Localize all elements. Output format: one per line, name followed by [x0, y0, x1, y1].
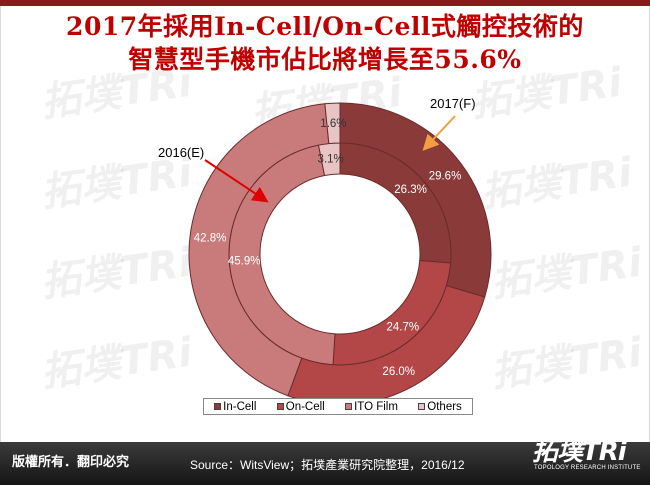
tri-logo: 拓墣TRi TOPOLOGY RESEARCH INSTITUTE [532, 431, 642, 483]
title-line-2: 智慧型手機市佔比將增長至55.6% [128, 45, 522, 74]
donut-slice-outer-others [324, 102, 341, 145]
chart-legend: In-Cell On-Cell ITO Film Others [203, 398, 473, 415]
legend-label: ITO Film [354, 400, 398, 413]
legend-item-ito-film: ITO Film [345, 401, 398, 413]
data-label-inner: 24.7% [386, 322, 419, 334]
legend-item-on-cell: On-Cell [276, 400, 325, 413]
title-line-1: 2017年採用In-Cell/On-Cell式觸控技術的 [66, 12, 584, 41]
annotation-arrow-2016 [204, 159, 269, 203]
legend-label: Others [427, 400, 462, 413]
legend-swatch [276, 403, 284, 410]
annotation-2016: 2016(E) [158, 145, 204, 160]
data-label-inner: 26.3% [394, 184, 427, 196]
donut-slice-outer-ito-film [188, 103, 330, 397]
data-label-outer: 26.0% [382, 366, 415, 378]
data-label-outer: 29.6% [429, 171, 462, 183]
legend-swatch [345, 403, 353, 410]
legend-label: In-Cell [223, 400, 257, 413]
data-label-outer: 42.8% [194, 233, 227, 245]
copyright-notice: 版權所有．翻印必究 [12, 455, 130, 470]
data-label-inner: 3.1% [318, 153, 344, 165]
legend-item-in-cell: In-Cell [214, 401, 256, 413]
legend-label: On-Cell [285, 400, 325, 413]
legend-item-others: Others [418, 401, 462, 413]
top-accent-bar [0, 0, 650, 6]
logo-tagline: TOPOLOGY RESEARCH INSTITUTE [534, 465, 641, 471]
logo-wordmark: 拓墣TRi [532, 437, 627, 467]
data-label-inner: 45.9% [228, 255, 261, 267]
chart-title: 2017年採用In-Cell/On-Cell式觸控技術的 智慧型手機市佔比將增長… [0, 10, 650, 76]
footer-bar: 版權所有．翻印必究 Source：WitsView；拓墣產業研究院整理，2016… [0, 442, 650, 485]
legend-swatch [214, 403, 222, 410]
annotation-2017: 2017(F) [430, 96, 476, 111]
legend-swatch [418, 403, 426, 410]
data-label-outer: 1.6% [320, 118, 346, 130]
annotation-arrow-2017 [422, 115, 456, 151]
source-note: Source：WitsView；拓墣產業研究院整理，2016/12 [190, 458, 465, 472]
